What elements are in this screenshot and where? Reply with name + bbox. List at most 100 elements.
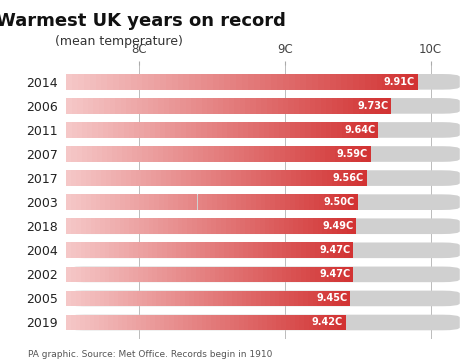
Bar <box>373 122 378 138</box>
Bar <box>274 218 279 234</box>
Bar <box>246 194 251 210</box>
Bar <box>121 170 127 186</box>
Bar <box>284 122 290 138</box>
Bar <box>310 146 315 162</box>
Bar <box>368 122 373 138</box>
Bar <box>82 98 88 114</box>
Bar <box>134 218 139 234</box>
Bar <box>160 122 165 138</box>
Bar <box>72 74 78 90</box>
Bar <box>219 146 224 162</box>
Bar <box>72 98 77 114</box>
Bar <box>365 74 371 90</box>
Bar <box>270 194 275 210</box>
Bar <box>196 266 201 282</box>
Bar <box>124 218 129 234</box>
Bar <box>356 146 361 162</box>
Bar <box>87 146 92 162</box>
Bar <box>173 315 178 330</box>
Bar <box>71 243 76 258</box>
Bar <box>143 266 148 282</box>
Bar <box>95 266 100 282</box>
Bar <box>305 98 310 114</box>
Bar <box>353 74 359 90</box>
Bar <box>212 98 218 114</box>
Bar <box>171 291 175 306</box>
Bar <box>151 170 156 186</box>
Bar <box>212 194 217 210</box>
Bar <box>106 170 111 186</box>
Bar <box>253 315 257 330</box>
Bar <box>143 243 148 258</box>
Bar <box>108 122 113 138</box>
Bar <box>172 243 176 258</box>
Bar <box>285 315 290 330</box>
Bar <box>336 74 341 90</box>
Bar <box>266 170 272 186</box>
Bar <box>254 146 259 162</box>
Bar <box>236 218 240 234</box>
Bar <box>244 146 249 162</box>
Bar <box>183 194 188 210</box>
Bar <box>193 146 198 162</box>
Bar <box>109 291 114 306</box>
Bar <box>320 266 325 282</box>
Text: 9.47C: 9.47C <box>319 245 350 255</box>
Bar <box>102 146 107 162</box>
Bar <box>201 315 206 330</box>
Bar <box>362 170 366 186</box>
Bar <box>91 194 95 210</box>
Bar <box>205 243 210 258</box>
Bar <box>346 146 351 162</box>
Bar <box>164 315 169 330</box>
Bar <box>142 98 147 114</box>
Bar <box>173 218 178 234</box>
Bar <box>66 146 72 162</box>
Bar <box>203 146 209 162</box>
Bar <box>128 291 133 306</box>
Bar <box>169 315 173 330</box>
Bar <box>188 194 192 210</box>
Text: 9.42C: 9.42C <box>312 317 343 327</box>
Bar <box>340 146 346 162</box>
Bar <box>272 266 277 282</box>
Bar <box>190 291 194 306</box>
Bar <box>338 194 343 210</box>
Bar <box>206 315 211 330</box>
Bar <box>212 122 217 138</box>
Bar <box>129 194 134 210</box>
Bar <box>314 194 319 210</box>
Bar <box>310 122 316 138</box>
Bar <box>375 98 381 114</box>
Bar <box>243 243 248 258</box>
Bar <box>85 291 90 306</box>
Bar <box>318 315 323 330</box>
Bar <box>191 266 196 282</box>
Bar <box>222 122 228 138</box>
Bar <box>386 98 392 114</box>
Bar <box>137 98 142 114</box>
Bar <box>178 146 183 162</box>
Bar <box>66 74 72 90</box>
Bar <box>201 122 207 138</box>
Bar <box>331 122 337 138</box>
Bar <box>263 266 267 282</box>
Bar <box>357 122 363 138</box>
Bar <box>254 74 259 90</box>
Bar <box>324 194 328 210</box>
Bar <box>66 98 72 114</box>
Bar <box>218 98 223 114</box>
FancyBboxPatch shape <box>66 291 460 306</box>
Bar <box>95 291 100 306</box>
Bar <box>185 98 191 114</box>
Bar <box>286 243 291 258</box>
Bar <box>160 74 166 90</box>
Bar <box>213 291 218 306</box>
Bar <box>147 98 153 114</box>
FancyBboxPatch shape <box>66 194 460 210</box>
Bar <box>219 266 224 282</box>
Bar <box>277 74 283 90</box>
Bar <box>293 218 298 234</box>
Bar <box>237 170 241 186</box>
Bar <box>87 122 92 138</box>
